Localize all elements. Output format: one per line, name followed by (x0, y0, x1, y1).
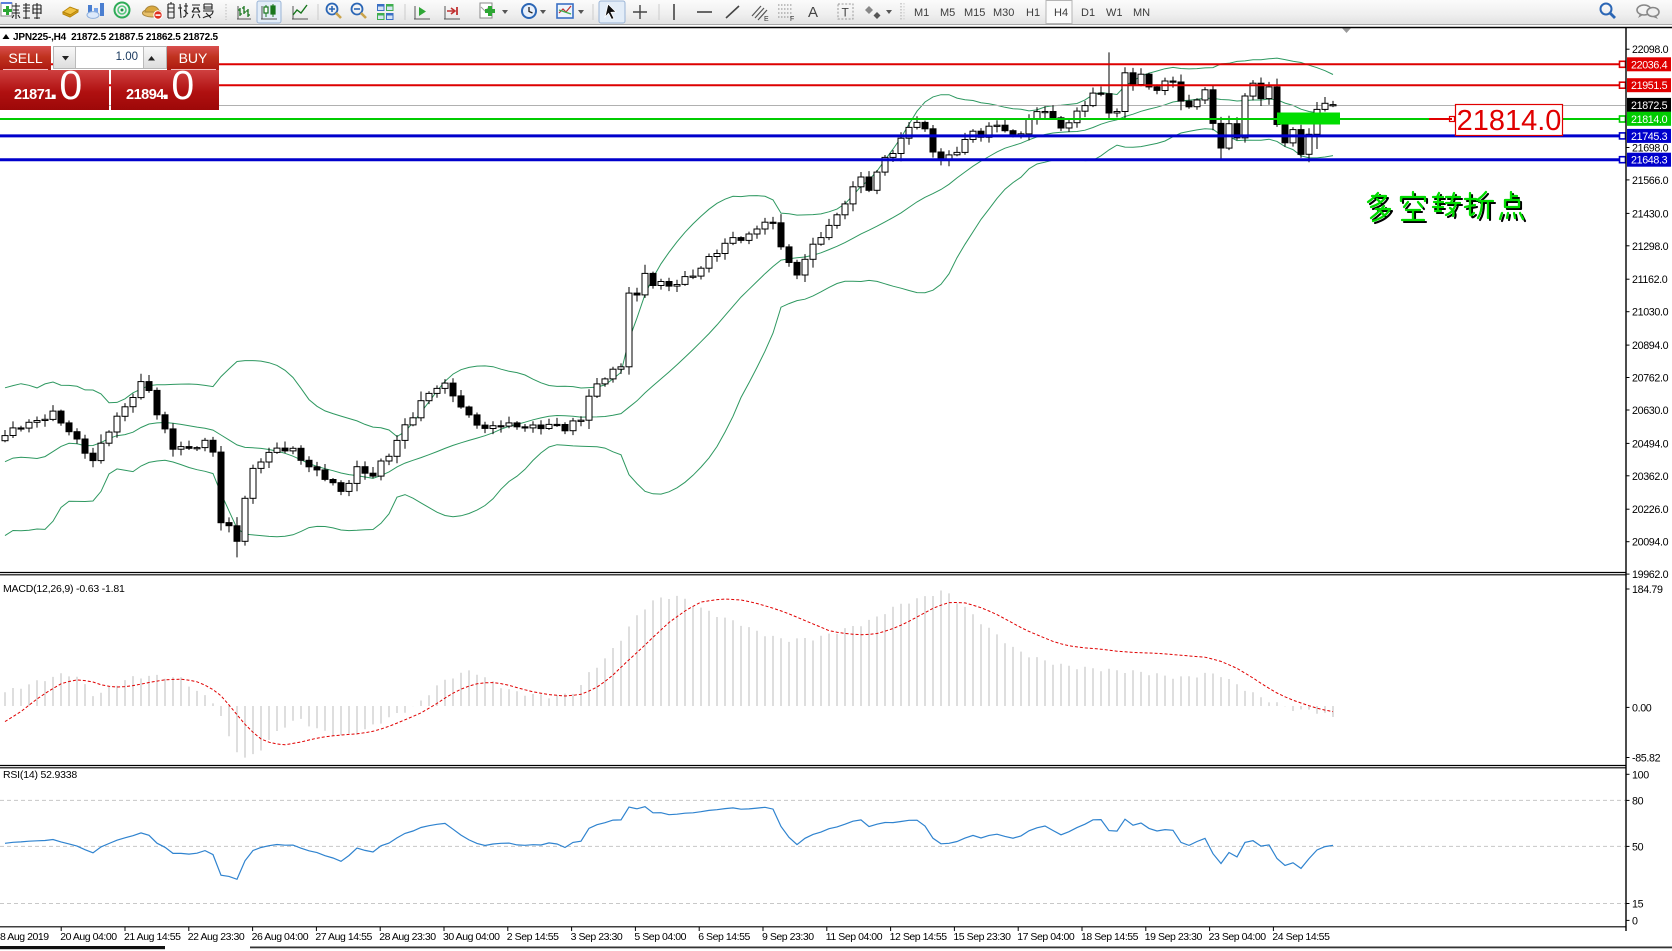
svg-text:27 Aug 14:55: 27 Aug 14:55 (315, 931, 372, 943)
svg-text:21814.0: 21814.0 (1457, 105, 1562, 137)
svg-text:21648.3: 21648.3 (1631, 155, 1668, 167)
svg-text:21030.0: 21030.0 (1632, 307, 1669, 319)
svg-text:A: A (808, 4, 818, 21)
svg-text:15 Sep 23:30: 15 Sep 23:30 (953, 931, 1011, 943)
svg-text:H4: H4 (1054, 7, 1068, 19)
svg-text:MN: MN (1133, 7, 1150, 19)
svg-text:12 Sep 14:55: 12 Sep 14:55 (890, 931, 948, 943)
svg-text:9 Sep 23:30: 9 Sep 23:30 (762, 931, 814, 943)
svg-text:100: 100 (1632, 769, 1649, 781)
svg-text:28 Aug 23:30: 28 Aug 23:30 (379, 931, 436, 943)
svg-text:M1: M1 (914, 7, 929, 19)
svg-text:22098.0: 22098.0 (1632, 44, 1669, 56)
svg-text:M15: M15 (964, 7, 985, 19)
svg-text:17 Sep 04:00: 17 Sep 04:00 (1017, 931, 1075, 943)
svg-text:M5: M5 (940, 7, 955, 19)
svg-text:18 Sep 14:55: 18 Sep 14:55 (1081, 931, 1139, 943)
svg-text:20894.0: 20894.0 (1632, 340, 1669, 352)
svg-text:21 Aug 14:55: 21 Aug 14:55 (124, 931, 181, 943)
svg-text:JPN225-,H4 21872.5 21887.5 21: JPN225-,H4 21872.5 21887.5 21862.5 21872… (13, 32, 219, 43)
svg-text:21745.3: 21745.3 (1631, 131, 1668, 143)
svg-text:M30: M30 (993, 7, 1014, 19)
svg-text:20362.0: 20362.0 (1632, 471, 1669, 483)
svg-text:RSI(14) 52.9338: RSI(14) 52.9338 (3, 769, 77, 781)
svg-text:5 Sep 04:00: 5 Sep 04:00 (634, 931, 686, 943)
svg-text:21430.0: 21430.0 (1632, 208, 1669, 220)
svg-text:21162.0: 21162.0 (1632, 274, 1668, 286)
svg-text:20630.0: 20630.0 (1632, 405, 1669, 417)
svg-text:F: F (790, 16, 794, 23)
svg-text:15: 15 (1632, 899, 1644, 911)
svg-text:20094.0: 20094.0 (1632, 537, 1669, 549)
svg-text:8 Aug 2019: 8 Aug 2019 (0, 931, 49, 943)
svg-text:20762.0: 20762.0 (1632, 373, 1669, 385)
svg-text:3 Sep 23:30: 3 Sep 23:30 (571, 931, 623, 943)
svg-text:21951.5: 21951.5 (1631, 80, 1668, 92)
svg-text:20226.0: 20226.0 (1632, 504, 1669, 516)
svg-text:22 Aug 23:30: 22 Aug 23:30 (188, 931, 245, 943)
svg-text:W1: W1 (1106, 7, 1123, 19)
svg-text:-85.82: -85.82 (1632, 753, 1661, 765)
svg-text:21814.0: 21814.0 (1631, 114, 1668, 126)
svg-text:26 Aug 04:00: 26 Aug 04:00 (252, 931, 309, 943)
svg-text:11 Sep 04:00: 11 Sep 04:00 (826, 931, 883, 943)
svg-text:80: 80 (1632, 795, 1644, 807)
svg-text:20494.0: 20494.0 (1632, 438, 1669, 450)
svg-text:50: 50 (1632, 841, 1644, 853)
svg-text:2 Sep 14:55: 2 Sep 14:55 (507, 931, 559, 943)
svg-text:20 Aug 04:00: 20 Aug 04:00 (60, 931, 117, 943)
svg-text:184.79: 184.79 (1632, 584, 1663, 596)
svg-text:H1: H1 (1026, 7, 1040, 19)
svg-text:21298.0: 21298.0 (1632, 241, 1669, 253)
svg-text:23 Sep 04:00: 23 Sep 04:00 (1209, 931, 1267, 943)
svg-text:21698.0: 21698.0 (1632, 143, 1669, 155)
svg-text:E: E (764, 16, 769, 23)
svg-text:T: T (842, 6, 850, 20)
svg-text:21566.0: 21566.0 (1632, 175, 1669, 187)
svg-text:24 Sep 14:55: 24 Sep 14:55 (1272, 931, 1330, 943)
svg-text:22036.4: 22036.4 (1631, 59, 1668, 71)
svg-text:0.00: 0.00 (1632, 702, 1652, 714)
svg-text:D1: D1 (1081, 7, 1095, 19)
svg-text:MACD(12,26,9) -0.63 -1.81: MACD(12,26,9) -0.63 -1.81 (3, 583, 125, 595)
svg-text:6 Sep 14:55: 6 Sep 14:55 (698, 931, 750, 943)
svg-text:30 Aug 04:00: 30 Aug 04:00 (443, 931, 500, 943)
svg-text:19962.0: 19962.0 (1632, 569, 1669, 581)
svg-text:21872.5: 21872.5 (1631, 100, 1668, 112)
svg-text:0: 0 (1632, 915, 1638, 927)
svg-text:19 Sep 23:30: 19 Sep 23:30 (1145, 931, 1203, 943)
